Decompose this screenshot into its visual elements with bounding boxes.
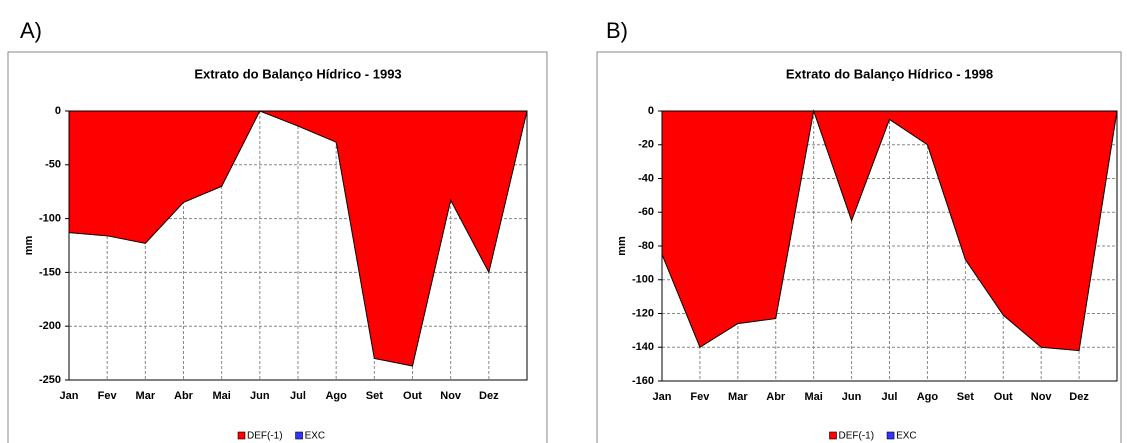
legend-swatch xyxy=(886,431,895,440)
x-tick-label: Jun xyxy=(250,390,270,402)
y-tick-label: -20 xyxy=(638,139,654,151)
y-tick-label: -200 xyxy=(39,320,61,332)
x-tick-label: Ago xyxy=(917,391,939,403)
y-tick-label: -40 xyxy=(638,172,654,184)
x-tick-label: Fev xyxy=(98,390,118,402)
y-tick-label: -140 xyxy=(632,341,654,353)
x-tick-label: Mar xyxy=(136,390,156,402)
x-tick-label: Jun xyxy=(842,391,862,403)
plot-frame xyxy=(68,110,528,381)
x-tick-label: Jan xyxy=(60,390,79,402)
y-tick-label: -80 xyxy=(638,240,654,252)
area xyxy=(69,111,527,367)
y-tick-label: 0 xyxy=(648,105,654,117)
y-tick-label: -60 xyxy=(638,206,654,218)
x-tick-label: Set xyxy=(366,390,383,402)
legend-swatch xyxy=(237,431,246,440)
chart-title: Extrato do Balanço Hídrico - 1993 xyxy=(194,66,401,81)
y-axis-label: mm xyxy=(23,236,35,256)
legend-swatch xyxy=(295,431,303,440)
area-outline xyxy=(661,109,1118,352)
x-tick-label: Mai xyxy=(212,390,230,402)
x-tick-label: Jul xyxy=(290,390,306,402)
y-tick-label: -100 xyxy=(632,274,654,286)
x-tick-label: Mar xyxy=(728,391,748,403)
x-tick-label: Set xyxy=(957,391,974,403)
x-tick-label: Nov xyxy=(440,390,462,402)
x-tick-label: Abr xyxy=(174,390,194,402)
x-tick-label: Jul xyxy=(882,391,898,403)
legend-swatch xyxy=(829,431,837,440)
x-tick-label: Dez xyxy=(1069,391,1089,403)
x-tick-label: Mai xyxy=(804,391,822,403)
area-outline xyxy=(68,110,528,367)
x-tick-label: Jan xyxy=(653,391,672,403)
y-tick-label: -100 xyxy=(39,213,61,225)
area xyxy=(662,111,1117,351)
y-tick-label: 0 xyxy=(55,105,61,117)
y-tick-label: -120 xyxy=(632,307,654,319)
chart: A) Extrato do Balanço Hídrico - 1993 mm 0 -5… xyxy=(7,18,548,443)
x-tick-label: Nov xyxy=(1031,391,1053,403)
y-tick-label: -250 xyxy=(39,374,61,386)
x-tick-label: Out xyxy=(994,391,1013,403)
legend-label: DEF(-1) xyxy=(839,431,875,442)
x-tick-label: Abr xyxy=(766,391,786,403)
x-tick-label: Dez xyxy=(479,390,499,402)
y-tick-label: -150 xyxy=(39,266,61,278)
panel-label: A) xyxy=(20,18,42,43)
y-tick-label: -160 xyxy=(632,375,654,387)
legend-label: DEF(-1) xyxy=(247,431,283,442)
y-tick-label: -50 xyxy=(45,159,61,171)
legend-label: EXC xyxy=(305,431,326,442)
chart-title: Extrato do Balanço Hídrico - 1998 xyxy=(786,66,993,81)
x-tick-label: Ago xyxy=(325,390,347,402)
chart: B) Extrato do Balanço Hídrico - 1998 mm 0 -2… xyxy=(596,18,1122,443)
plot-frame xyxy=(661,110,1118,382)
panel-label: B) xyxy=(606,18,628,43)
x-tick-label: Fev xyxy=(690,391,710,403)
y-axis-label: mm xyxy=(616,236,628,256)
x-tick-label: Out xyxy=(403,390,422,402)
legend-label: EXC xyxy=(896,431,917,442)
